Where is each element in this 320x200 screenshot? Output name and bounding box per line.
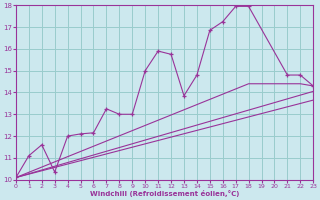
- X-axis label: Windchill (Refroidissement éolien,°C): Windchill (Refroidissement éolien,°C): [90, 190, 239, 197]
